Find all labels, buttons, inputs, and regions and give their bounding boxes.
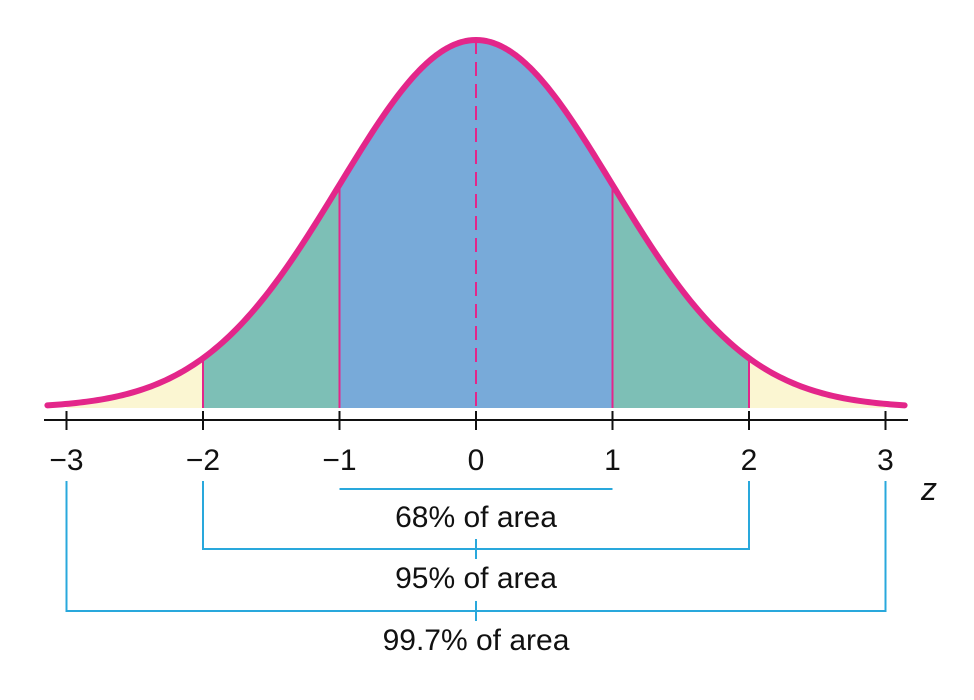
area-brackets: 68% of area 95% of area 99.7% of area: [65, 481, 887, 657]
normal-curve: [44, 37, 908, 409]
region-0: [66, 358, 203, 408]
x-tick-label: 2: [741, 444, 758, 477]
bracket-2: 99.7% of area: [65, 481, 887, 657]
region-dividers: [202, 184, 750, 408]
x-tick-label: 1: [604, 444, 621, 477]
x-axis-ticks: −3 −2 −1 0 1 2 3: [49, 411, 894, 477]
region-4: [749, 358, 886, 408]
x-tick-label: 3: [877, 444, 894, 477]
bracket-0: 68% of area: [339, 488, 613, 534]
x-tick-label: −3: [49, 444, 83, 477]
bracket-label: 68% of area: [395, 501, 557, 534]
bracket-1: 95% of area: [202, 481, 750, 595]
bracket-label: 99.7% of area: [383, 624, 570, 657]
x-axis-label: z: [920, 471, 937, 507]
x-tick-label: 0: [468, 444, 485, 477]
x-tick-label: −1: [322, 444, 356, 477]
x-tick-label: −2: [186, 444, 220, 477]
bracket-label: 95% of area: [395, 562, 557, 595]
